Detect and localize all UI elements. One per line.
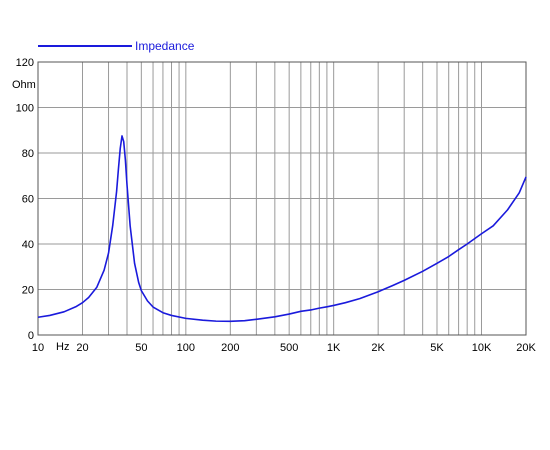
y-tick-label: 40	[22, 239, 34, 251]
legend-label-impedance: Impedance	[135, 39, 195, 53]
y-tick-label: 60	[22, 194, 34, 206]
y-tick-label: 100	[16, 103, 34, 115]
x-tick-label: 50	[135, 342, 147, 354]
y-tick-label: 120	[16, 57, 34, 69]
legend: Impedance	[38, 39, 195, 53]
x-tick-label: 5K	[430, 342, 444, 354]
x-tick-label: 100	[177, 342, 195, 354]
x-axis-label: Hz	[56, 341, 69, 353]
y-tick-label: 80	[22, 148, 34, 160]
y-tick-label: 20	[22, 285, 34, 297]
x-tick-label: 200	[221, 342, 239, 354]
series-line-impedance	[37, 135, 527, 323]
plot-frame	[37, 61, 527, 336]
x-tick-label: 20K	[516, 342, 536, 354]
y-axis-label: Ohm	[12, 79, 36, 91]
x-tick-label: 10	[32, 342, 44, 354]
x-tick-label: 10K	[472, 342, 492, 354]
grid	[38, 62, 526, 335]
x-tick-label: 2K	[371, 342, 385, 354]
series	[37, 135, 527, 323]
x-tick-label: 20	[76, 342, 88, 354]
x-tick-label: 1K	[327, 342, 341, 354]
axes: 0 20 40 60 80 100 120 10 20 50 100 200 500 1K 2K 5K 10K 2…	[16, 57, 537, 354]
y-tick-label: 0	[28, 330, 34, 342]
x-tick-label: 500	[280, 342, 298, 354]
